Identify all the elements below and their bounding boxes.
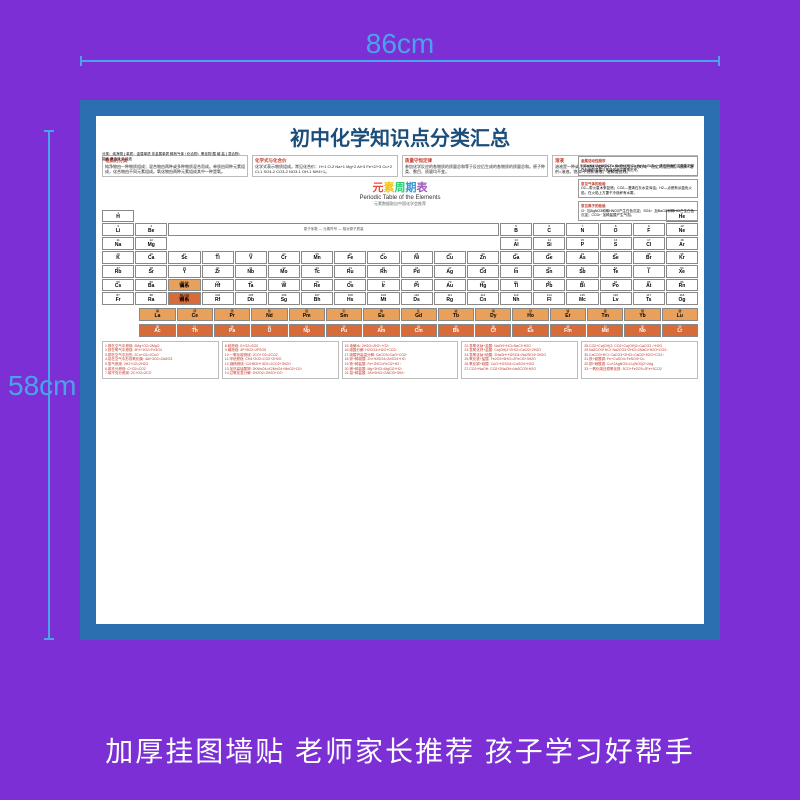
lanthanide-row: 镧La铈Ce镨Pr钕Nd钷Pm钐Sm铕Eu钆Gd铽Tb镝Dy钬Ho铒Er铥Tm镱… xyxy=(102,308,698,321)
height-label: 58cm xyxy=(8,370,76,402)
side-notes: 金属活动性顺序K Ca Na Mg Al Zn Fe Sn Pb (H) Cu … xyxy=(578,156,698,224)
classification-tree: 分类：纯净物 { 单质：金属单质 非金属单质 稀有气体 / 化合物：氧化物 酸 … xyxy=(102,152,242,161)
poster: 初中化学知识点分类汇总 分类：纯净物 { 单质：金属单质 非金属单质 稀有气体 … xyxy=(80,100,720,640)
poster-title: 初中化学知识点分类汇总 xyxy=(96,122,704,151)
actinide-row: 锕Ac钍Th镤Pa铀U镎Np钚Pu镅Am锔Cm锫Bk锎Cf锿Es镄Fm钔Md锘N… xyxy=(102,324,698,337)
marketing-caption: 加厚挂图墙贴 老师家长推荐 孩子学习好帮手 xyxy=(0,730,800,770)
width-label: 86cm xyxy=(366,28,434,60)
width-dimension-line xyxy=(80,60,720,62)
equations-region: 1.镁在空气中燃烧: 2Mg+O2=2MgO2.铁在氧气中燃烧: 3Fe+2O2… xyxy=(102,341,698,379)
product-image: 86cm 58cm 初中化学知识点分类汇总 分类：纯净物 { 单质：金属单质 非… xyxy=(0,0,800,800)
periodic-table-grid: 1H2He3Li4Be原子序数 — 元素符号 — 相对原子质量5B6C7N8O9… xyxy=(102,210,698,306)
